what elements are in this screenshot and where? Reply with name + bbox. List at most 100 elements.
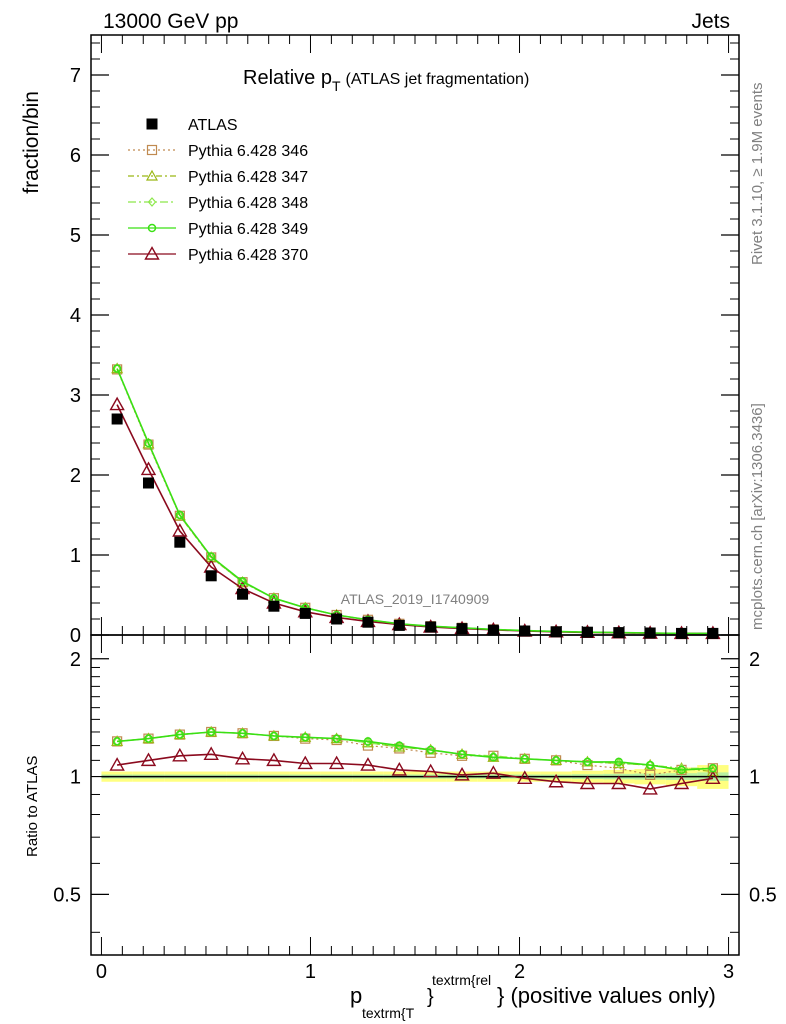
main-point-atlas bbox=[299, 607, 311, 619]
ratio-point-p370 bbox=[203, 746, 219, 760]
main-point-atlas bbox=[362, 616, 374, 628]
ratio-point-p349 bbox=[238, 729, 247, 738]
ratio-point-p370 bbox=[611, 775, 627, 790]
ratio-y-tick-label-right: 0.5 bbox=[749, 884, 777, 906]
main-y-axis: 0 1 2 3 4 5 6 7 bbox=[70, 42, 739, 647]
ratio-point-p370 bbox=[705, 770, 721, 784]
legend-label-p346: Pythia 6.428 346 bbox=[188, 143, 308, 160]
legend-marker-p349 bbox=[147, 223, 157, 233]
main-point-p349 bbox=[144, 438, 153, 448]
ratio-point-p349 bbox=[489, 753, 498, 762]
x-axis-label: ptextrm{T}textrm{rel} (positive values o… bbox=[350, 972, 716, 1021]
ratio-point-p370 bbox=[360, 757, 376, 771]
mcplots-label: mcplots.cern.ch [arXiv:1306.3436] bbox=[749, 403, 766, 630]
main-y-tick-label: 6 bbox=[70, 145, 81, 167]
ratio-x-tick-label: 2 bbox=[514, 961, 525, 983]
main-point-atlas bbox=[142, 477, 154, 489]
main-point-atlas bbox=[237, 588, 249, 600]
main-point-atlas bbox=[613, 627, 625, 639]
main-point-p349 bbox=[175, 510, 185, 520]
ratio-x-axis: 0 1 2 3 bbox=[96, 635, 734, 983]
ratio-point-p370 bbox=[328, 755, 345, 770]
analysis-watermark: ATLAS_2019_I1740909 bbox=[341, 591, 490, 607]
main-y-tick-label: 1 bbox=[70, 545, 81, 567]
ratio-point-p370 bbox=[234, 750, 251, 765]
main-y-tick-label: 2 bbox=[70, 465, 81, 487]
ratio-point-p349 bbox=[426, 745, 435, 755]
main-point-atlas bbox=[581, 626, 593, 638]
main-point-atlas bbox=[676, 627, 688, 639]
ratio-point-p346 bbox=[394, 743, 405, 754]
legend-label-p347: Pythia 6.428 347 bbox=[188, 169, 308, 186]
ratio-x-tick-label: 3 bbox=[723, 961, 734, 983]
main-point-atlas bbox=[205, 570, 217, 582]
ratio-point-p349 bbox=[175, 730, 185, 739]
main-point-atlas bbox=[393, 619, 405, 631]
ratio-line-p370 bbox=[116, 753, 714, 790]
ratio-point-p349 bbox=[363, 737, 373, 746]
ratio-point-p349 bbox=[269, 731, 279, 741]
main-y-tick-label: 4 bbox=[70, 305, 81, 327]
main-point-atlas bbox=[111, 413, 123, 425]
main-point-atlas bbox=[331, 613, 343, 625]
main-point-p370 bbox=[140, 461, 157, 476]
ratio-point-p370 bbox=[485, 765, 502, 779]
legend-marker-p347 bbox=[145, 169, 159, 181]
main-point-p370 bbox=[172, 523, 188, 537]
ratio-plot-frame bbox=[90, 634, 740, 956]
ratio-point-p370 bbox=[642, 780, 658, 795]
ratio-point-p349 bbox=[551, 756, 561, 765]
main-y-tick-label: 7 bbox=[70, 65, 81, 87]
main-point-atlas bbox=[268, 600, 280, 612]
legend-marker-p348 bbox=[147, 197, 157, 207]
ratio-point-p370 bbox=[297, 755, 313, 770]
main-plot-content bbox=[109, 362, 721, 640]
main-plot-panel: 0 1 2 3 4 5 6 7 ATLAS_2019_I1740909 fraction/bi… bbox=[20, 34, 740, 647]
ratio-y-tick-label-right: 1 bbox=[749, 767, 760, 789]
main-point-p349 bbox=[112, 364, 122, 373]
ratio-y-tick-label: 0.5 bbox=[53, 884, 81, 906]
legend-marker-atlas bbox=[146, 118, 158, 130]
main-x-ticks bbox=[100, 35, 730, 635]
ratio-point-p349 bbox=[332, 734, 341, 743]
main-point-atlas bbox=[487, 624, 499, 636]
ratio-point-p370 bbox=[140, 752, 157, 767]
legend: ATLAS Pythia 6.428 346 Pythia 6.428 347 Pyt… bbox=[128, 117, 308, 264]
ratio-point-p370 bbox=[673, 775, 690, 790]
ratio-y-axis-label: Ratio to ATLAS bbox=[24, 756, 41, 857]
legend-label-p370: Pythia 6.428 370 bbox=[188, 247, 308, 264]
ratio-point-p346 bbox=[645, 769, 656, 780]
legend-label-atlas: ATLAS bbox=[188, 117, 238, 134]
ratio-point-p349 bbox=[144, 734, 153, 743]
legend-marker-p370 bbox=[144, 246, 160, 260]
main-point-p349 bbox=[238, 577, 247, 586]
main-point-p348 bbox=[144, 438, 153, 449]
legend-label-p349: Pythia 6.428 349 bbox=[188, 221, 308, 238]
ratio-point-p370 bbox=[391, 761, 408, 776]
ratio-point-p370 bbox=[579, 775, 596, 790]
ratio-point-p349 bbox=[520, 754, 529, 764]
ratio-point-p349 bbox=[583, 757, 592, 767]
main-title: Relative pT (ATLAS jet fragmentation) bbox=[243, 67, 529, 94]
ratio-y-axis: 0.5 0.5 1 1 2 2 bbox=[53, 649, 777, 933]
main-point-atlas bbox=[174, 536, 186, 548]
ratio-point-p349 bbox=[112, 737, 122, 746]
ratio-y-tick-label: 2 bbox=[70, 649, 81, 671]
ratio-x-tick-label: 1 bbox=[305, 961, 316, 983]
main-y-tick-label: 3 bbox=[70, 385, 81, 407]
main-point-atlas bbox=[550, 626, 562, 638]
ratio-point-p370 bbox=[172, 747, 188, 762]
main-point-atlas bbox=[519, 625, 531, 637]
ratio-line-p349 bbox=[117, 731, 713, 771]
main-point-p348 bbox=[238, 577, 247, 588]
main-y-axis-label: fraction/bin bbox=[20, 91, 43, 194]
ratio-point-p370 bbox=[548, 773, 564, 788]
ratio-point-p349 bbox=[708, 764, 718, 773]
main-point-atlas bbox=[707, 627, 719, 639]
ratio-point-p370 bbox=[109, 757, 125, 771]
ratio-y-tick-label-right: 2 bbox=[749, 649, 760, 671]
ratio-point-p370 bbox=[422, 763, 439, 778]
ratio-point-p349 bbox=[301, 733, 310, 742]
header-right: Jets bbox=[691, 10, 730, 33]
